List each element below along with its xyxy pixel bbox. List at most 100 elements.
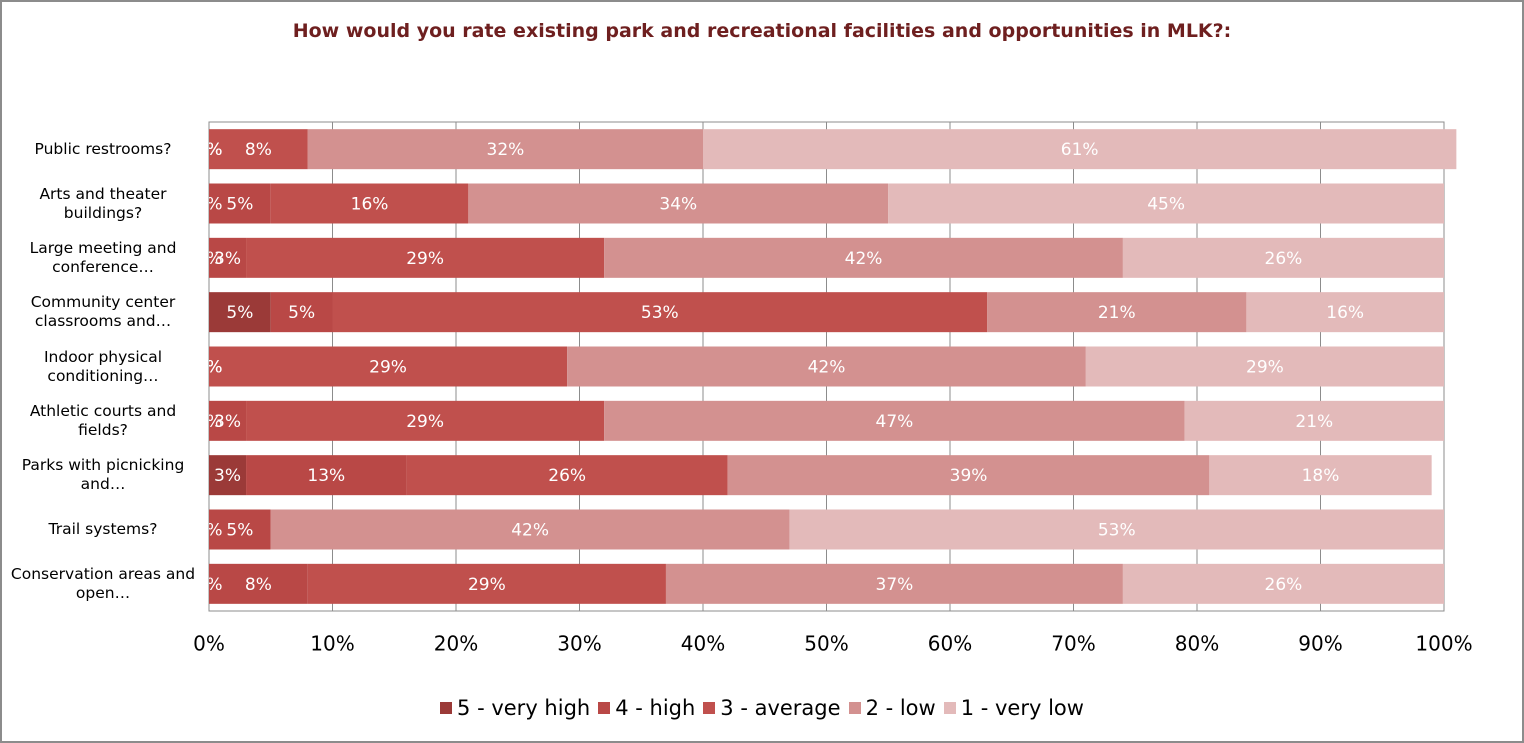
- bar-segment: [604, 400, 1185, 441]
- bar-segment: [789, 509, 1444, 550]
- y-tick-label: Conservation areas and open…: [10, 564, 196, 602]
- y-tick-label: Arts and theater buildings?: [39, 184, 167, 222]
- legend-swatch: [848, 702, 861, 714]
- data-label: 8%: [245, 575, 272, 595]
- legend-label: 4 - high: [615, 696, 696, 720]
- data-label: 5%: [226, 195, 253, 215]
- data-label: 3%: [214, 249, 241, 269]
- bar-segment: [307, 129, 703, 170]
- data-label: 29%: [406, 249, 444, 269]
- data-label: 45%: [1147, 195, 1185, 215]
- data-label: 29%: [369, 358, 407, 378]
- bar-segment: [1085, 346, 1444, 387]
- bar-segment: [987, 292, 1247, 333]
- data-label: 0%: [196, 140, 223, 160]
- bar-segment: [1209, 455, 1432, 496]
- data-label: 29%: [1246, 358, 1284, 378]
- bar-segment: [270, 183, 469, 224]
- x-tick-label: 60%: [928, 632, 972, 656]
- y-tick-label: Trail systems?: [48, 520, 158, 538]
- y-tick-label: Athletic courts and fields?: [29, 401, 177, 439]
- data-label: 53%: [641, 303, 679, 323]
- y-tick-label: Parks with picnicking and…: [21, 456, 185, 494]
- data-label: 3%: [214, 466, 241, 486]
- bar-segment: [209, 346, 568, 387]
- data-label: 26%: [1265, 575, 1303, 595]
- chart-title: How would you rate existing park and rec…: [292, 20, 1232, 42]
- legend-item: 5 - very high: [440, 696, 590, 720]
- data-label: 5%: [226, 521, 253, 541]
- bar-segment: [665, 563, 1123, 604]
- legend-label: 3 - average: [720, 696, 841, 720]
- data-label: 47%: [876, 412, 914, 432]
- bar-segment: [209, 509, 271, 550]
- data-label: 13%: [307, 466, 345, 486]
- bar-segment: [209, 400, 247, 441]
- x-tick-label: 20%: [434, 632, 478, 656]
- bar-segment: [246, 237, 605, 278]
- x-tick-label: 90%: [1298, 632, 1342, 656]
- x-tick-label: 30%: [557, 632, 601, 656]
- data-label: 8%: [245, 140, 272, 160]
- y-tick-label: Large meeting and conference…: [29, 238, 177, 276]
- data-label: 53%: [1098, 521, 1136, 541]
- data-label: 0%: [196, 140, 223, 160]
- bar-segment: [888, 183, 1444, 224]
- bar-segment: [209, 129, 308, 170]
- x-tick-label: 70%: [1051, 632, 1095, 656]
- data-label: 16%: [1326, 303, 1364, 323]
- data-label: 21%: [1295, 412, 1333, 432]
- legend-label: 5 - very high: [457, 696, 591, 720]
- bar-segment: [1246, 292, 1444, 333]
- legend-item: 1 - very low: [943, 696, 1084, 720]
- bar-segment: [1184, 400, 1444, 441]
- y-tick-label: Community center classrooms and…: [30, 293, 176, 331]
- data-label: 42%: [808, 358, 846, 378]
- bar-segment: [1122, 563, 1444, 604]
- data-label: 26%: [1265, 249, 1303, 269]
- y-tick-label: Public restrooms?: [34, 139, 172, 158]
- x-tick-label: 0%: [193, 632, 225, 656]
- data-label: 26%: [548, 466, 586, 486]
- bar-segment: [406, 455, 728, 496]
- data-label: 0%: [196, 358, 223, 378]
- data-label: 39%: [950, 466, 988, 486]
- data-label: 0%: [196, 521, 223, 541]
- legend-label: 1 - very low: [960, 696, 1084, 720]
- data-label: 61%: [1061, 140, 1099, 160]
- data-label: 5%: [288, 303, 315, 323]
- bar-segment: [209, 183, 271, 224]
- data-label: 0%: [196, 358, 223, 378]
- data-label: 0%: [196, 575, 223, 595]
- x-tick-label: 10%: [310, 632, 354, 656]
- bar-segment: [332, 292, 988, 333]
- bar-segment: [604, 237, 1123, 278]
- data-label: 0%: [196, 412, 223, 432]
- data-label: 42%: [511, 521, 549, 541]
- data-label: 18%: [1302, 466, 1340, 486]
- bar-segment: [307, 563, 666, 604]
- legend-label: 2 - low: [865, 696, 936, 720]
- data-label: 5%: [226, 303, 253, 323]
- bar-segment: [468, 183, 889, 224]
- bar-segment: [270, 292, 333, 333]
- legend-swatch: [598, 702, 611, 714]
- data-label: 0%: [196, 249, 223, 269]
- x-tick-label: 50%: [804, 632, 848, 656]
- x-tick-label: 40%: [681, 632, 725, 656]
- bar-segment: [209, 563, 308, 604]
- bar-segment: [246, 400, 605, 441]
- legend: 5 - very high 4 - high 3 - average 2 - low 1…: [2, 696, 1522, 720]
- data-label: 29%: [406, 412, 444, 432]
- data-label: 3%: [214, 412, 241, 432]
- data-label: 42%: [845, 249, 883, 269]
- bar-segment: [209, 292, 271, 333]
- bar-segment: [270, 509, 790, 550]
- data-label: 16%: [351, 195, 389, 215]
- bar-segment: [727, 455, 1210, 496]
- bar-segment: [209, 237, 247, 278]
- bar-segment: [209, 455, 247, 496]
- legend-item: 4 - high: [598, 696, 695, 720]
